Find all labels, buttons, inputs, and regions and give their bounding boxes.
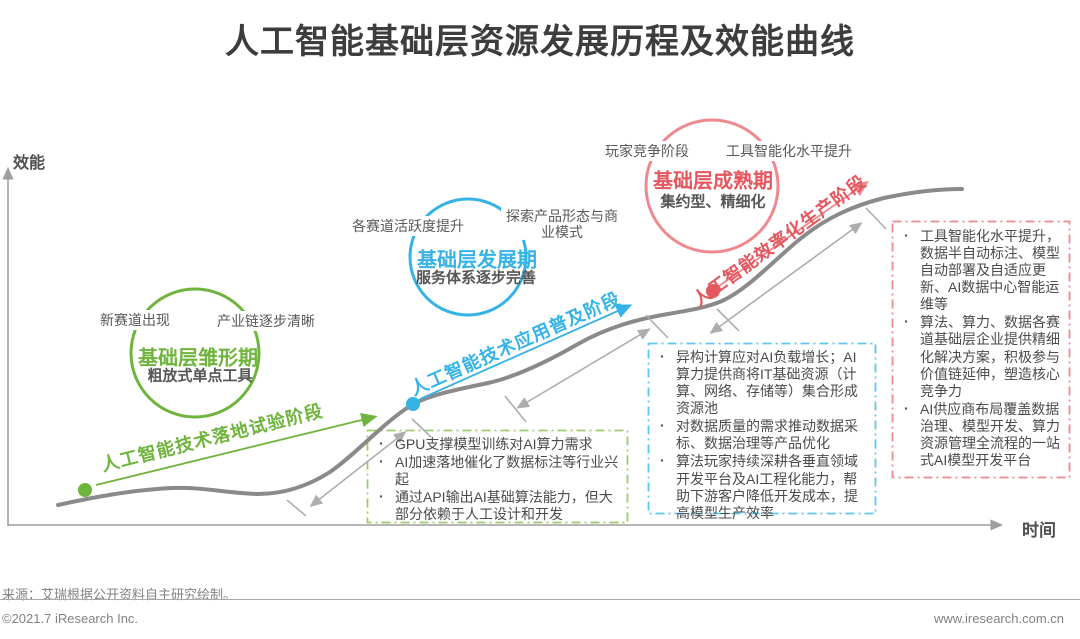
stage3-label-right: 工具智能化水平提升 (724, 141, 854, 161)
stage3-title: 基础层成熟期 (653, 170, 773, 193)
stage1-label-right: 产业链逐步清晰 (215, 311, 317, 331)
y-axis-label: 效能 (13, 155, 46, 172)
bullet-item: 算法、算力、数据各赛道基础层企业提供精细化解决方案，积极参与价值链延伸，塑造核心… (899, 313, 1064, 399)
bullet-item: AI供应商布局覆盖数据治理、模型开发、算力资源管理全流程的一站式AI模型开发平台 (899, 400, 1064, 469)
x-axis-label: 时间 (1022, 521, 1056, 540)
stage3-circle (644, 118, 780, 254)
bullet-item: GPU支撑模型训练对AI算力需求 (374, 435, 623, 453)
stage2-phase-arrow (419, 304, 633, 400)
page-title: 人工智能基础层资源发展历程及效能曲线 (225, 23, 855, 61)
stage3-label-left: 玩家竞争阶段 (603, 141, 691, 161)
stage1-phase-arrow (95, 412, 378, 486)
stage1-start-dot (78, 483, 92, 497)
stage2-circle (408, 197, 528, 317)
stage2-label-left: 各赛道活跃度提升 (350, 216, 466, 236)
stage3-bullets: 工具智能化水平提升，数据半自动标注、模型自动部署及自适应更新、AI数据中心智能运… (899, 227, 1064, 469)
stage3-phase-arrow (718, 180, 869, 287)
bullet-item: 工具智能化水平提升，数据半自动标注、模型自动部署及自适应更新、AI数据中心智能运… (899, 227, 1064, 313)
footer-website: www.iresearch.com.cn (933, 611, 1064, 626)
bullet-item: 通过API输出AI基础算法能力，但大部分依赖于人工设计和开发 (374, 488, 623, 523)
stage1-title: 基础层雏形期 (138, 347, 258, 370)
stage2-label-right: 探索产品形态与商业模式 (501, 207, 623, 241)
stage2-note-list: 异构计算应对AI负载增长；AI算力提供商将IT基础资源（计算、网络、存储等）集合… (655, 348, 869, 523)
stage1-subtitle: 粗放式单点工具 (147, 367, 253, 385)
stage3-subtitle: 集约型、精细化 (660, 193, 766, 211)
footer-copyright: ©2021.7 iResearch Inc. (2, 611, 139, 626)
footer-source: 来源：艾瑞根据公开资料自主研究绘制。 (2, 587, 237, 602)
stage1-note-list: GPU支撑模型训练对AI算力需求AI加速落地催化了数据标注等行业兴起通过API输… (374, 435, 623, 524)
stage2-title: 基础层发展期 (417, 249, 537, 272)
bullet-item: 对数据质量的需求推动数据采标、数据治理等产品优化 (655, 417, 869, 452)
stage3-note-list: 工具智能化水平提升，数据半自动标注、模型自动部署及自适应更新、AI数据中心智能运… (899, 227, 1064, 470)
bullet-item: 算法玩家持续深耕各垂直领域开发平台及AI工程化能力，帮助下游客户降低开发成本，提… (655, 452, 869, 521)
stage1-label-left: 新赛道出现 (98, 310, 172, 330)
bullet-item: AI加速落地催化了数据标注等行业兴起 (374, 453, 623, 488)
stage1-bullets: GPU支撑模型训练对AI算力需求AI加速落地催化了数据标注等行业兴起通过API输… (374, 435, 623, 523)
stage2-start-dot (406, 397, 420, 411)
stage3-start-dot (706, 284, 720, 298)
stage1-circle (129, 287, 261, 419)
stage2-subtitle: 服务体系逐步完善 (415, 269, 537, 287)
bullet-item: 异构计算应对AI负载增长；AI算力提供商将IT基础资源（计算、网络、存储等）集合… (655, 348, 869, 417)
footer-divider (0, 599, 1080, 600)
stage2-bullets: 异构计算应对AI负载增长；AI算力提供商将IT基础资源（计算、网络、存储等）集合… (655, 348, 869, 522)
